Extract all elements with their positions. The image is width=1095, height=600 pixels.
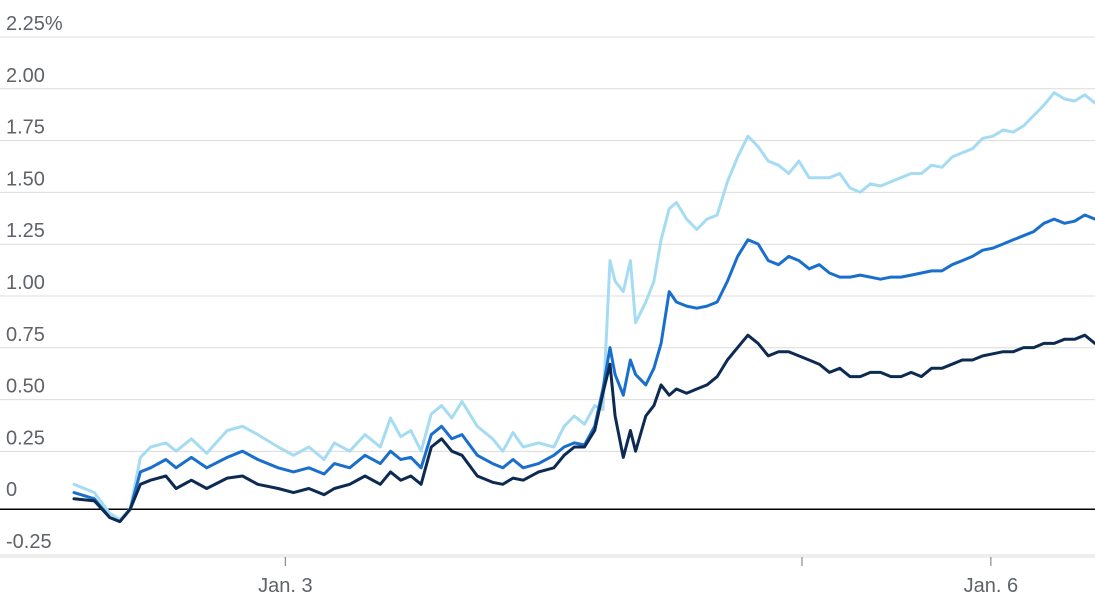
y-tick-label: 2.25%	[6, 13, 63, 35]
y-tick-label: 1.00	[6, 272, 45, 294]
y-tick-label: 2.00	[6, 65, 45, 87]
x-tick-label: Jan. 6	[964, 575, 1018, 597]
series-line-2	[72, 213, 1095, 524]
y-axis-tick-labels: 2.25% 2.00 1.75 1.50 1.25 1.00 0.75 0.50 0.25 0 -0…	[6, 13, 63, 553]
gridlines	[0, 36, 1095, 556]
y-tick-label: 1.50	[6, 168, 45, 190]
x-tick-label: Jan. 3	[258, 575, 312, 597]
y-tick-label: -0.25	[6, 531, 52, 553]
y-tick-label: 0.50	[6, 376, 45, 398]
series-line-1	[72, 91, 1095, 522]
y-tick-label: 0	[6, 479, 17, 501]
y-tick-label: 0.25	[6, 427, 45, 449]
x-axis: Jan. 3 Jan. 6	[0, 556, 1095, 597]
y-tick-label: 0.75	[6, 324, 45, 346]
series-line-3	[72, 333, 1095, 524]
y-tick-label: 1.75	[6, 117, 45, 139]
series-lines	[72, 91, 1095, 524]
y-tick-label: 1.25	[6, 220, 45, 242]
